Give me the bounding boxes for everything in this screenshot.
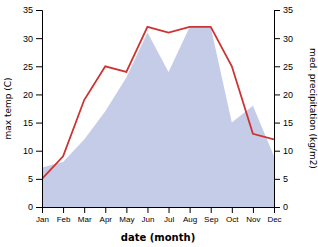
axis-domain xyxy=(275,11,281,208)
tick-label: Mar xyxy=(78,215,92,224)
tick: Nov xyxy=(246,207,260,224)
tick-mark xyxy=(274,151,280,152)
chart: JanFebMarAprMayJunJulAugSepOctNovDec0510… xyxy=(0,0,318,247)
tick-mark xyxy=(274,179,280,180)
tick-mark xyxy=(253,207,254,213)
tick-mark xyxy=(147,207,148,213)
y2-axis-title: med. precipitation (kg/m2) xyxy=(308,48,318,169)
tick: 35 xyxy=(274,5,293,15)
tick-mark xyxy=(274,10,280,11)
tick-label: Jan xyxy=(36,215,49,224)
tick-mark xyxy=(36,179,42,180)
area xyxy=(42,27,274,207)
tick: 20 xyxy=(23,90,42,100)
axis-domain xyxy=(43,208,275,214)
tick: 10 xyxy=(274,146,293,156)
tick-label: 10 xyxy=(23,146,33,156)
y2-axis: 0 5 10 15 20 25 30 35 xyxy=(274,5,293,212)
y-axis-title: max temp (C) xyxy=(3,77,13,139)
tick-label: 20 xyxy=(23,90,33,100)
tick-label: Apr xyxy=(100,215,113,224)
tick-mark xyxy=(274,38,280,39)
x-axis-title: date (month) xyxy=(121,232,195,243)
tick-label: Feb xyxy=(57,215,71,224)
tick-mark xyxy=(232,207,233,213)
tick: Feb xyxy=(57,207,71,224)
tick-label: Nov xyxy=(246,215,260,224)
tick: 35 xyxy=(23,5,42,15)
tick: 20 xyxy=(274,90,293,100)
tick: Oct xyxy=(226,207,239,224)
tick-mark xyxy=(84,207,85,213)
tick-label: 35 xyxy=(23,5,33,15)
tick-label: 35 xyxy=(283,5,293,15)
plot-area: JanFebMarAprMayJunJulAugSepOctNovDec0510… xyxy=(23,5,293,223)
tick-label: Jun xyxy=(142,215,155,224)
tick: Apr xyxy=(100,207,113,224)
tick-label: Aug xyxy=(183,215,197,224)
tick-mark xyxy=(105,207,106,213)
tick-label: Sep xyxy=(204,215,219,224)
tick: 30 xyxy=(274,34,293,44)
tick-mark xyxy=(63,207,64,213)
tick-label: 0 xyxy=(28,202,33,212)
tick: Mar xyxy=(78,207,92,224)
y-axis: 0 5 10 15 20 25 30 35 xyxy=(23,5,43,212)
tick-mark xyxy=(36,66,42,67)
tick-mark xyxy=(274,207,280,208)
tick: 10 xyxy=(23,146,42,156)
tick: 15 xyxy=(274,118,293,128)
tick-mark xyxy=(274,94,280,95)
tick-label: May xyxy=(119,215,134,224)
tick-label: Jul xyxy=(164,215,174,224)
tick: Jun xyxy=(142,207,155,224)
x-axis: Jan Feb Mar Apr May Jun Jul Aug Sep Oct Nov Dec xyxy=(36,207,282,224)
tick-label: 10 xyxy=(283,146,293,156)
tick-label: 25 xyxy=(283,62,293,72)
tick: Jan xyxy=(36,207,49,224)
tick-label: 15 xyxy=(283,118,293,128)
tick-label: 0 xyxy=(283,202,288,212)
tick-mark xyxy=(169,207,170,213)
tick: Sep xyxy=(204,207,219,224)
tick-label: 30 xyxy=(283,34,293,44)
tick: 5 xyxy=(274,174,288,184)
axis-domain xyxy=(36,11,43,208)
tick: 30 xyxy=(23,34,42,44)
tick-label: 5 xyxy=(283,174,288,184)
tick-label: 25 xyxy=(23,62,33,72)
tick-label: Dec xyxy=(267,215,281,224)
tick-mark xyxy=(190,207,191,213)
tick: Jul xyxy=(164,207,174,224)
tick-mark xyxy=(36,94,42,95)
tick-label: Oct xyxy=(226,215,239,224)
tick-mark xyxy=(36,207,42,208)
marks xyxy=(42,27,274,207)
tick-mark xyxy=(211,207,212,213)
tick: May xyxy=(119,207,134,224)
tick: Aug xyxy=(183,207,197,224)
tick: 25 xyxy=(274,62,293,72)
tick: 25 xyxy=(23,62,42,72)
tick: Dec xyxy=(267,207,281,224)
tick: 15 xyxy=(23,118,42,128)
tick-mark xyxy=(274,66,280,67)
tick-mark xyxy=(36,10,42,11)
tick-mark xyxy=(36,151,42,152)
tick-mark xyxy=(36,38,42,39)
line xyxy=(42,27,274,179)
tick-mark xyxy=(36,123,42,124)
tick: 0 xyxy=(274,202,288,212)
tick-mark xyxy=(126,207,127,213)
tick-label: 30 xyxy=(23,34,33,44)
tick-mark xyxy=(274,123,280,124)
tick: 5 xyxy=(28,174,42,184)
tick: 0 xyxy=(28,202,42,212)
tick-label: 20 xyxy=(283,90,293,100)
tick-label: 15 xyxy=(23,118,33,128)
tick-label: 5 xyxy=(28,174,33,184)
